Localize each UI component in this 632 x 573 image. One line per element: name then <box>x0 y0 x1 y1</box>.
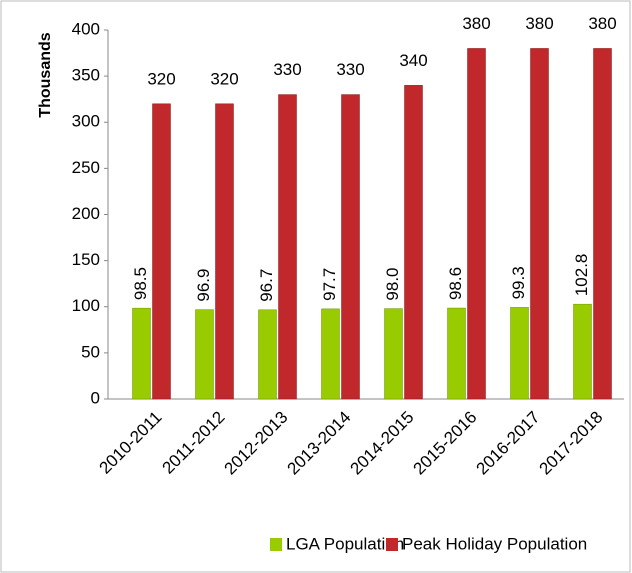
data-label: 330 <box>336 60 364 79</box>
bar <box>467 48 486 400</box>
y-tick-label: 200 <box>72 204 100 223</box>
y-tick-label: 350 <box>72 66 100 85</box>
legend-swatch <box>270 538 282 551</box>
legend-label: LGA Population <box>286 534 404 553</box>
bar <box>593 48 612 400</box>
y-tick-label: 150 <box>72 250 100 269</box>
data-label: 97.7 <box>320 268 339 301</box>
y-tick-label: 50 <box>81 342 100 361</box>
data-label: 320 <box>210 69 238 88</box>
bar <box>573 303 592 400</box>
data-label: 98.5 <box>131 267 150 300</box>
y-tick-label: 300 <box>72 112 100 131</box>
y-tick-label: 250 <box>72 158 100 177</box>
data-label: 380 <box>588 14 616 33</box>
bar <box>258 309 277 400</box>
bar <box>447 307 466 400</box>
data-label: 340 <box>399 51 427 70</box>
bar <box>510 307 529 400</box>
legend-label: Peak Holiday Population <box>402 534 587 553</box>
bar <box>132 307 151 400</box>
data-label: 380 <box>525 14 553 33</box>
bar <box>321 308 340 400</box>
data-label: 98.6 <box>446 267 465 300</box>
bar <box>530 48 549 400</box>
y-tick-label: 0 <box>91 388 100 407</box>
data-label: 99.3 <box>509 266 528 299</box>
data-label: 380 <box>462 14 490 33</box>
data-label: 96.7 <box>257 269 276 302</box>
y-axis-label: Thousands <box>37 32 54 117</box>
y-tick-label: 100 <box>72 296 100 315</box>
data-label: 102.8 <box>572 254 591 297</box>
data-label: 330 <box>273 60 301 79</box>
y-tick-label: 400 <box>72 19 100 38</box>
data-label: 320 <box>147 69 175 88</box>
legend-swatch <box>386 538 398 551</box>
bar <box>404 85 423 400</box>
bar <box>278 94 297 400</box>
bar <box>384 308 403 400</box>
data-label: 96.9 <box>194 269 213 302</box>
data-label: 98.0 <box>383 268 402 301</box>
bar <box>341 94 360 400</box>
bar <box>152 103 171 400</box>
bar <box>195 309 214 400</box>
bar <box>215 103 234 400</box>
